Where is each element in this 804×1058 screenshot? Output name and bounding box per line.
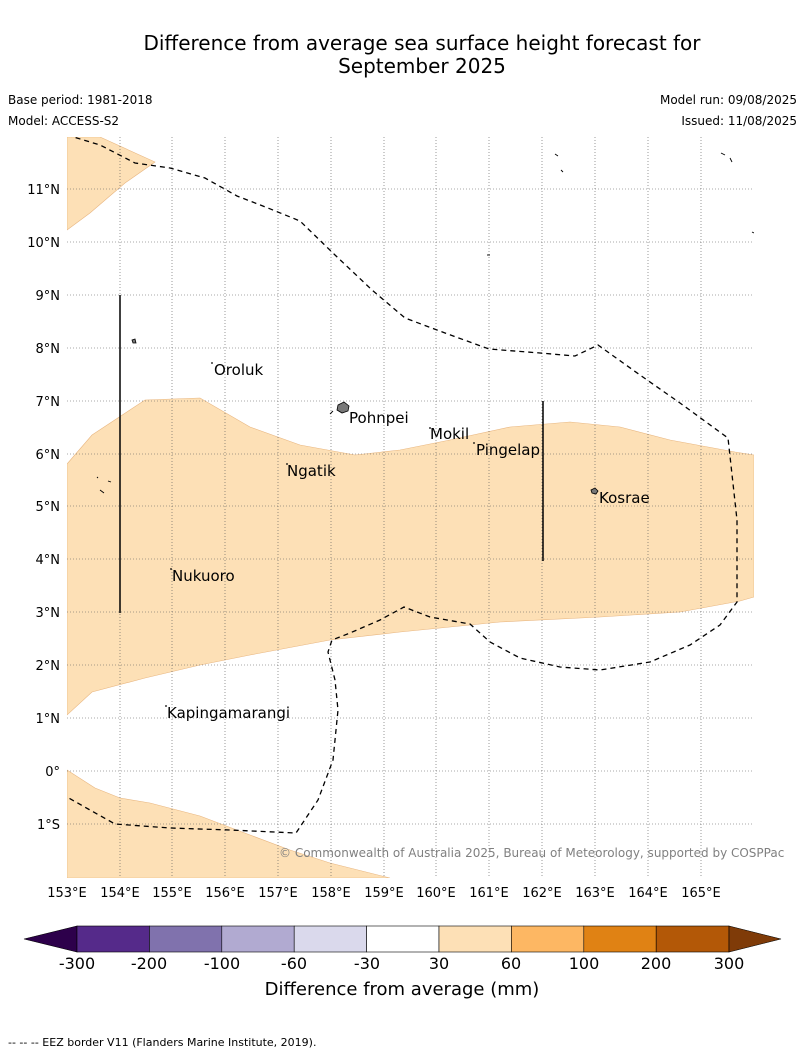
colorbar-segment: [655, 925, 730, 953]
latitude-axis: 11°N 10°N 9°N 8°N 7°N 6°N 5°N 4°N 3°N 2°…: [27, 183, 60, 833]
colorbar-tick: -200: [131, 954, 167, 973]
title-line-2: September 2025: [338, 54, 506, 78]
nukuoro-atoll: [170, 568, 172, 570]
atoll-5n-west: [96, 476, 112, 494]
colorbar-segment: [149, 925, 223, 953]
lat-label: 3°N: [36, 606, 61, 621]
lon-label: 154°E: [100, 886, 140, 901]
lat-label: 4°N: [36, 553, 61, 568]
pingelap-atoll: [473, 442, 475, 444]
pohnpei-island-shape: [336, 401, 350, 414]
lat-label: 2°N: [36, 659, 61, 674]
lon-label: 153°E: [47, 886, 87, 901]
label-kosrae: Kosrae: [599, 489, 650, 507]
lat-label: 7°N: [36, 395, 61, 410]
colorbar-label: Difference from average (mm): [265, 979, 540, 1000]
colorbar-tick: 60: [501, 954, 521, 973]
kapingamarangi-atoll: [165, 705, 167, 707]
lon-label: 163°E: [575, 886, 615, 901]
colorbar-segment: [293, 925, 367, 953]
colorbar-segment: [366, 925, 440, 953]
label-pohnpei: Pohnpei: [349, 409, 409, 427]
lat-label: 5°N: [36, 500, 61, 515]
colorbar-segment: [221, 925, 295, 953]
chart-title: Difference from average sea surface heig…: [40, 32, 804, 78]
label-kapingamarangi: Kapingamarangi: [167, 704, 290, 722]
oroluk-atoll: [211, 362, 213, 364]
lon-label: 165°E: [681, 886, 721, 901]
colorbar-tick: -100: [204, 954, 240, 973]
shaded-region-main: [67, 397, 754, 716]
colorbar-tick: 30: [429, 954, 449, 973]
eez-footnote: -- -- -- EEZ border V11 (Flanders Marine…: [8, 1036, 317, 1049]
label-mokil: Mokil: [430, 425, 469, 443]
ant-atoll: [329, 410, 334, 415]
issued-date: Issued: 11/08/2025: [681, 114, 797, 128]
colorbar-segment: [511, 925, 585, 953]
copyright-notice: © Commonwealth of Australia 2025, Bureau…: [279, 846, 784, 860]
colorbar-segment: [583, 925, 657, 953]
base-period: Base period: 1981-2018: [8, 93, 153, 107]
lat-label: 9°N: [36, 289, 61, 304]
colorbar-tick: 100: [569, 954, 600, 973]
lat-label: 1°S: [37, 818, 60, 833]
lon-label: 158°E: [311, 886, 351, 901]
colorbar-tick: -60: [281, 954, 307, 973]
lon-label: 156°E: [205, 886, 245, 901]
label-pingelap: Pingelap: [476, 441, 540, 459]
ngatik-atoll: [286, 463, 288, 465]
colorbar-tick: 200: [641, 954, 672, 973]
lat-label: 1°N: [36, 712, 61, 727]
lon-label: 155°E: [152, 886, 192, 901]
model-run: Model run: 09/08/2025: [659, 93, 797, 107]
lon-label: 161°E: [469, 886, 509, 901]
label-ngatik: Ngatik: [287, 462, 336, 480]
small-island-8n: [131, 338, 137, 344]
title-line-1: Difference from average sea surface heig…: [143, 31, 701, 55]
map-plot-area: Oroluk Pohnpei Mokil Pingelap Ngatik Kos…: [67, 137, 754, 878]
lat-label: 0°: [45, 765, 60, 780]
lat-label: 10°N: [27, 236, 60, 251]
gridlines: [67, 137, 754, 878]
colorbar: -300 -200 -100 -60 -30 30 60 100 200 300…: [23, 925, 782, 1000]
colorbar-extend-low: [23, 925, 78, 953]
longitude-axis: 153°E 154°E 155°E 156°E 157°E 158°E 159°…: [47, 886, 721, 901]
colorbar-tick: -300: [59, 954, 95, 973]
lon-label: 160°E: [416, 886, 456, 901]
lon-label: 162°E: [522, 886, 562, 901]
colorbar-tick: 300: [714, 954, 745, 973]
mokil-atoll: [429, 427, 431, 429]
colorbar-extend-high: [728, 925, 782, 953]
colorbar-tick: -30: [354, 954, 380, 973]
colorbar-segment: [76, 925, 150, 953]
lat-label: 8°N: [36, 342, 61, 357]
shaded-region-south: [67, 769, 391, 878]
eez-border-north: [67, 137, 738, 834]
islands: [96, 152, 754, 707]
colorbar-segment: [438, 925, 512, 953]
label-oroluk: Oroluk: [214, 361, 263, 379]
label-nukuoro: Nukuoro: [172, 567, 235, 585]
lon-label: 157°E: [258, 886, 298, 901]
shaded-region-northwest: [67, 137, 156, 231]
lat-label: 11°N: [27, 183, 60, 198]
atoll-11n-east: [554, 152, 754, 234]
lat-label: 6°N: [36, 448, 61, 463]
model-name: Model: ACCESS-S2: [8, 114, 120, 128]
lon-label: 164°E: [628, 886, 668, 901]
lon-label: 159°E: [364, 886, 404, 901]
kosrae-island-shape: [590, 487, 599, 495]
